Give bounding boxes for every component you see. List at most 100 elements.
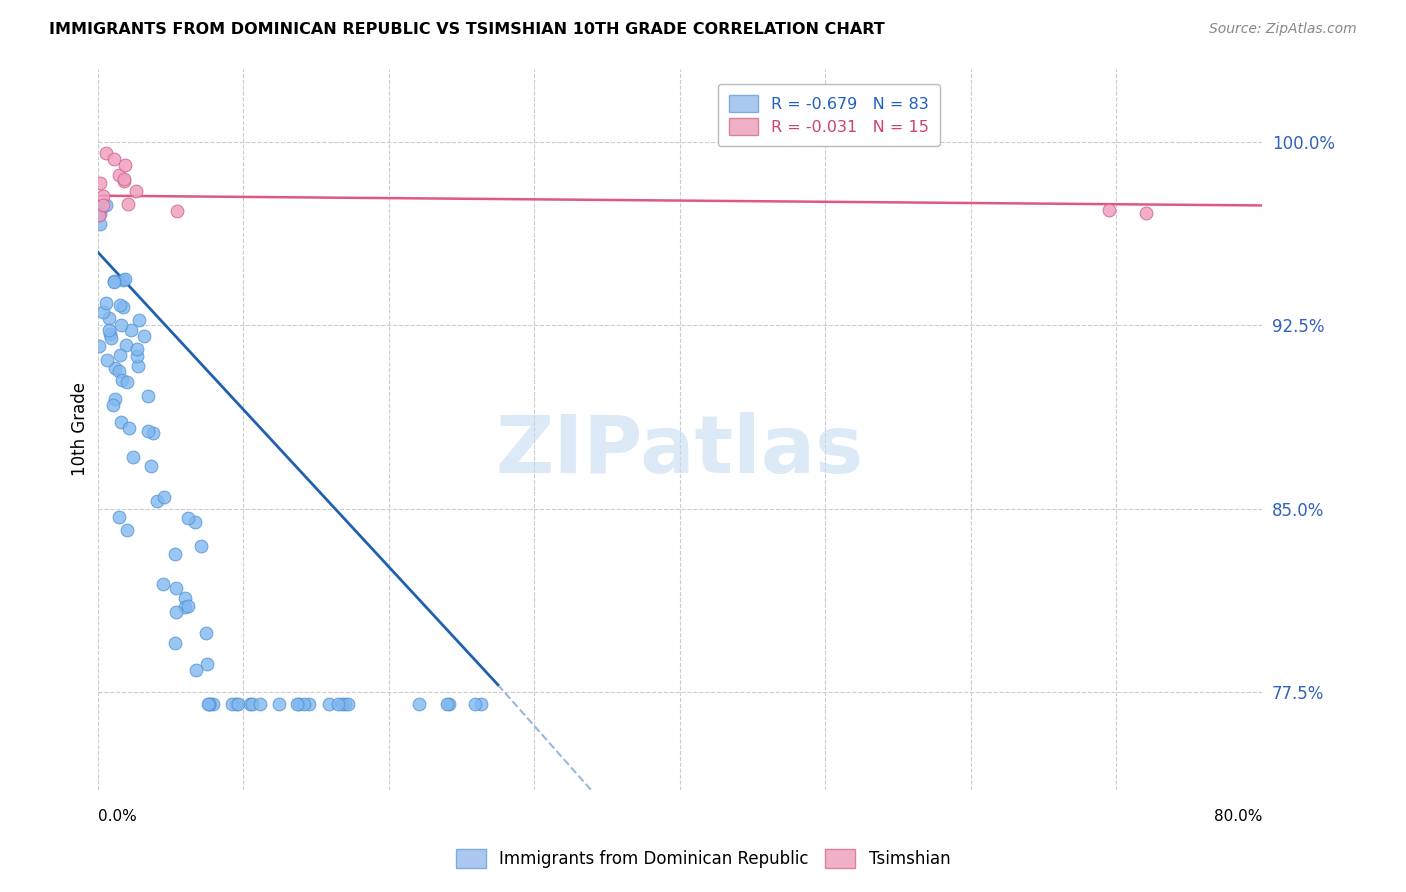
Y-axis label: 10th Grade: 10th Grade [72, 382, 89, 476]
Point [408, 698, 430, 712]
Point [127, 342, 149, 356]
Point [177, 511, 200, 525]
Point [226, 698, 249, 712]
Point [298, 698, 321, 712]
Point [173, 599, 195, 614]
Point [111, 301, 134, 315]
Point [89, 208, 111, 222]
Point [91, 197, 114, 211]
Point [94, 296, 117, 310]
Point [115, 375, 138, 389]
Point [464, 698, 486, 712]
Point [100, 330, 122, 344]
Point [184, 663, 207, 677]
Point [103, 276, 125, 290]
Point [184, 516, 207, 530]
Point [89, 203, 111, 218]
Point [108, 364, 131, 378]
Point [288, 698, 311, 712]
Point [165, 581, 187, 595]
Point [111, 272, 134, 286]
Point [166, 204, 188, 219]
Point [292, 698, 315, 712]
Text: Source: ZipAtlas.com: Source: ZipAtlas.com [1209, 22, 1357, 37]
Point [197, 698, 219, 712]
Point [110, 415, 132, 429]
Point [112, 171, 135, 186]
Point [107, 510, 129, 524]
Point [127, 359, 149, 373]
Point [195, 625, 218, 640]
Point [163, 547, 186, 561]
Point [326, 698, 349, 712]
Point [103, 392, 125, 406]
Point [108, 298, 131, 312]
Point [110, 318, 132, 332]
Point [337, 698, 360, 712]
Point [91, 305, 114, 319]
Point [139, 458, 162, 473]
Text: IMMIGRANTS FROM DOMINICAN REPUBLIC VS TSIMSHIAN 10TH GRADE CORRELATION CHART: IMMIGRANTS FROM DOMINICAN REPUBLIC VS TS… [49, 22, 884, 37]
Point [221, 698, 243, 712]
Point [142, 425, 165, 440]
Point [120, 323, 142, 337]
Point [108, 348, 131, 362]
Point [436, 698, 458, 712]
Point [1135, 206, 1157, 220]
Point [96, 353, 118, 368]
Point [89, 176, 111, 190]
Point [103, 274, 125, 288]
Text: 0.0%: 0.0% [97, 809, 136, 824]
Point [174, 591, 197, 605]
Point [437, 698, 460, 712]
Point [249, 698, 271, 712]
Point [128, 313, 150, 327]
Point [108, 168, 131, 182]
Point [114, 272, 136, 286]
Point [200, 698, 222, 712]
Point [124, 184, 146, 198]
Point [111, 372, 134, 386]
Text: 80.0%: 80.0% [1213, 809, 1263, 824]
Point [165, 605, 187, 619]
Point [104, 361, 127, 376]
Point [89, 207, 111, 221]
Point [198, 698, 221, 712]
Point [176, 599, 198, 614]
Point [285, 698, 308, 712]
Point [114, 338, 136, 352]
Point [87, 339, 110, 353]
Legend: Immigrants from Dominican Republic, Tsimshian: Immigrants from Dominican Republic, Tsim… [449, 843, 957, 875]
Point [115, 523, 138, 537]
Point [96, 198, 118, 212]
Point [114, 157, 136, 171]
Point [470, 698, 492, 712]
Point [117, 197, 139, 211]
Point [89, 217, 111, 231]
Point [96, 145, 118, 160]
Point [190, 540, 212, 554]
Point [136, 424, 159, 438]
Point [98, 327, 121, 342]
Point [97, 311, 120, 326]
Point [195, 657, 218, 671]
Point [240, 698, 263, 712]
Point [103, 152, 125, 166]
Point [98, 323, 121, 337]
Point [239, 698, 262, 712]
Point [152, 576, 174, 591]
Point [201, 698, 224, 712]
Point [163, 635, 186, 649]
Point [122, 450, 145, 464]
Point [125, 350, 148, 364]
Point [117, 421, 139, 435]
Point [333, 698, 356, 712]
Point [318, 698, 340, 712]
Point [91, 189, 114, 203]
Point [134, 329, 156, 343]
Point [152, 490, 174, 504]
Point [330, 698, 353, 712]
Point [146, 494, 169, 508]
Point [267, 698, 290, 712]
Text: ZIPatlas: ZIPatlas [496, 412, 863, 490]
